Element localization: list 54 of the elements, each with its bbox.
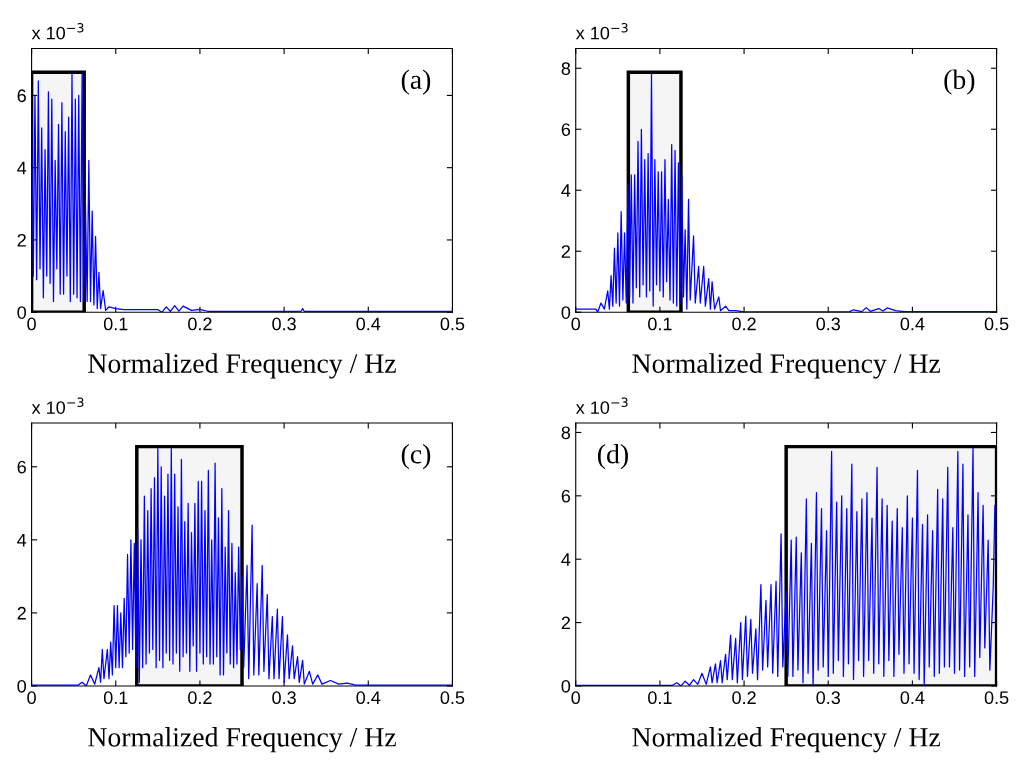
y-tick-label: 6 (17, 460, 26, 474)
y-tick-label: 0 (561, 679, 571, 693)
x-tick-label: 0 (571, 691, 581, 705)
text: x 10$^{−3}$ (575, 397, 628, 414)
annotation: (d) (598, 443, 628, 470)
x-tick-label: 0.3 (272, 691, 296, 705)
x-tick-label: 0.4 (900, 317, 925, 331)
y-tick-label: 4 (561, 553, 571, 566)
y-tick-label: 6 (561, 123, 571, 136)
x-tick-label: 0.4 (356, 317, 381, 331)
y-tick-label: 6 (561, 489, 571, 503)
y-tick-label: 8 (561, 426, 571, 440)
x-tick-label: 0.2 (188, 691, 212, 705)
y-tick-label: 4 (561, 184, 571, 197)
y-tick-label: 2 (561, 616, 570, 630)
x-tick-label: 0 (571, 317, 581, 331)
x-tick-label: 0.1 (648, 691, 672, 705)
y-tick-label: 6 (17, 89, 26, 103)
y-tick-label: 0 (17, 306, 27, 319)
y-tick-label: 2 (561, 245, 570, 258)
x-tick-label: 0.1 (103, 691, 128, 705)
x-tick-label: 0 (27, 317, 36, 331)
x-tick-label: 0.3 (816, 691, 840, 705)
x-tick-label: 0.5 (984, 691, 1009, 705)
y-tick-label: 0 (561, 306, 571, 319)
y-tick-label: 2 (17, 233, 26, 247)
annotation: (b) (944, 69, 975, 95)
y-tick-label: 2 (17, 606, 26, 620)
y-tick-label: 4 (17, 533, 27, 547)
x-tick-label: 0.4 (900, 691, 925, 705)
x-tick-label: 0.1 (103, 317, 128, 331)
x-tick-label: 0.1 (648, 317, 672, 331)
annotation: (a) (401, 69, 431, 95)
x-tick-label: 0.5 (984, 317, 1009, 331)
text: x 10$^{−3}$ (31, 22, 84, 40)
text: x 10$^{−3}$ (575, 22, 628, 40)
x-axis-title: Normalized Frequency / Hz (632, 727, 941, 753)
y-tick-label: 8 (561, 62, 571, 75)
x-axis-title: Normalized Frequency / Hz (88, 353, 396, 379)
y-tick-label: 0 (17, 679, 27, 693)
x-tick-label: 0.5 (440, 691, 465, 705)
x-tick-label: 0 (27, 691, 36, 705)
x-axis-title: Normalized Frequency / Hz (88, 727, 396, 753)
x-tick-label: 0.2 (188, 317, 212, 331)
text: x 10$^{−3}$ (31, 397, 84, 414)
x-tick-label: 0.3 (272, 317, 296, 331)
x-axis-title: Normalized Frequency / Hz (632, 353, 941, 379)
annotation: (c) (401, 443, 431, 470)
x-tick-label: 0.5 (440, 317, 465, 331)
y-tick-label: 4 (17, 161, 27, 175)
x-tick-label: 0.2 (732, 317, 756, 331)
x-tick-label: 0.4 (356, 691, 381, 705)
x-tick-label: 0.3 (816, 317, 840, 331)
x-tick-label: 0.2 (732, 691, 756, 705)
